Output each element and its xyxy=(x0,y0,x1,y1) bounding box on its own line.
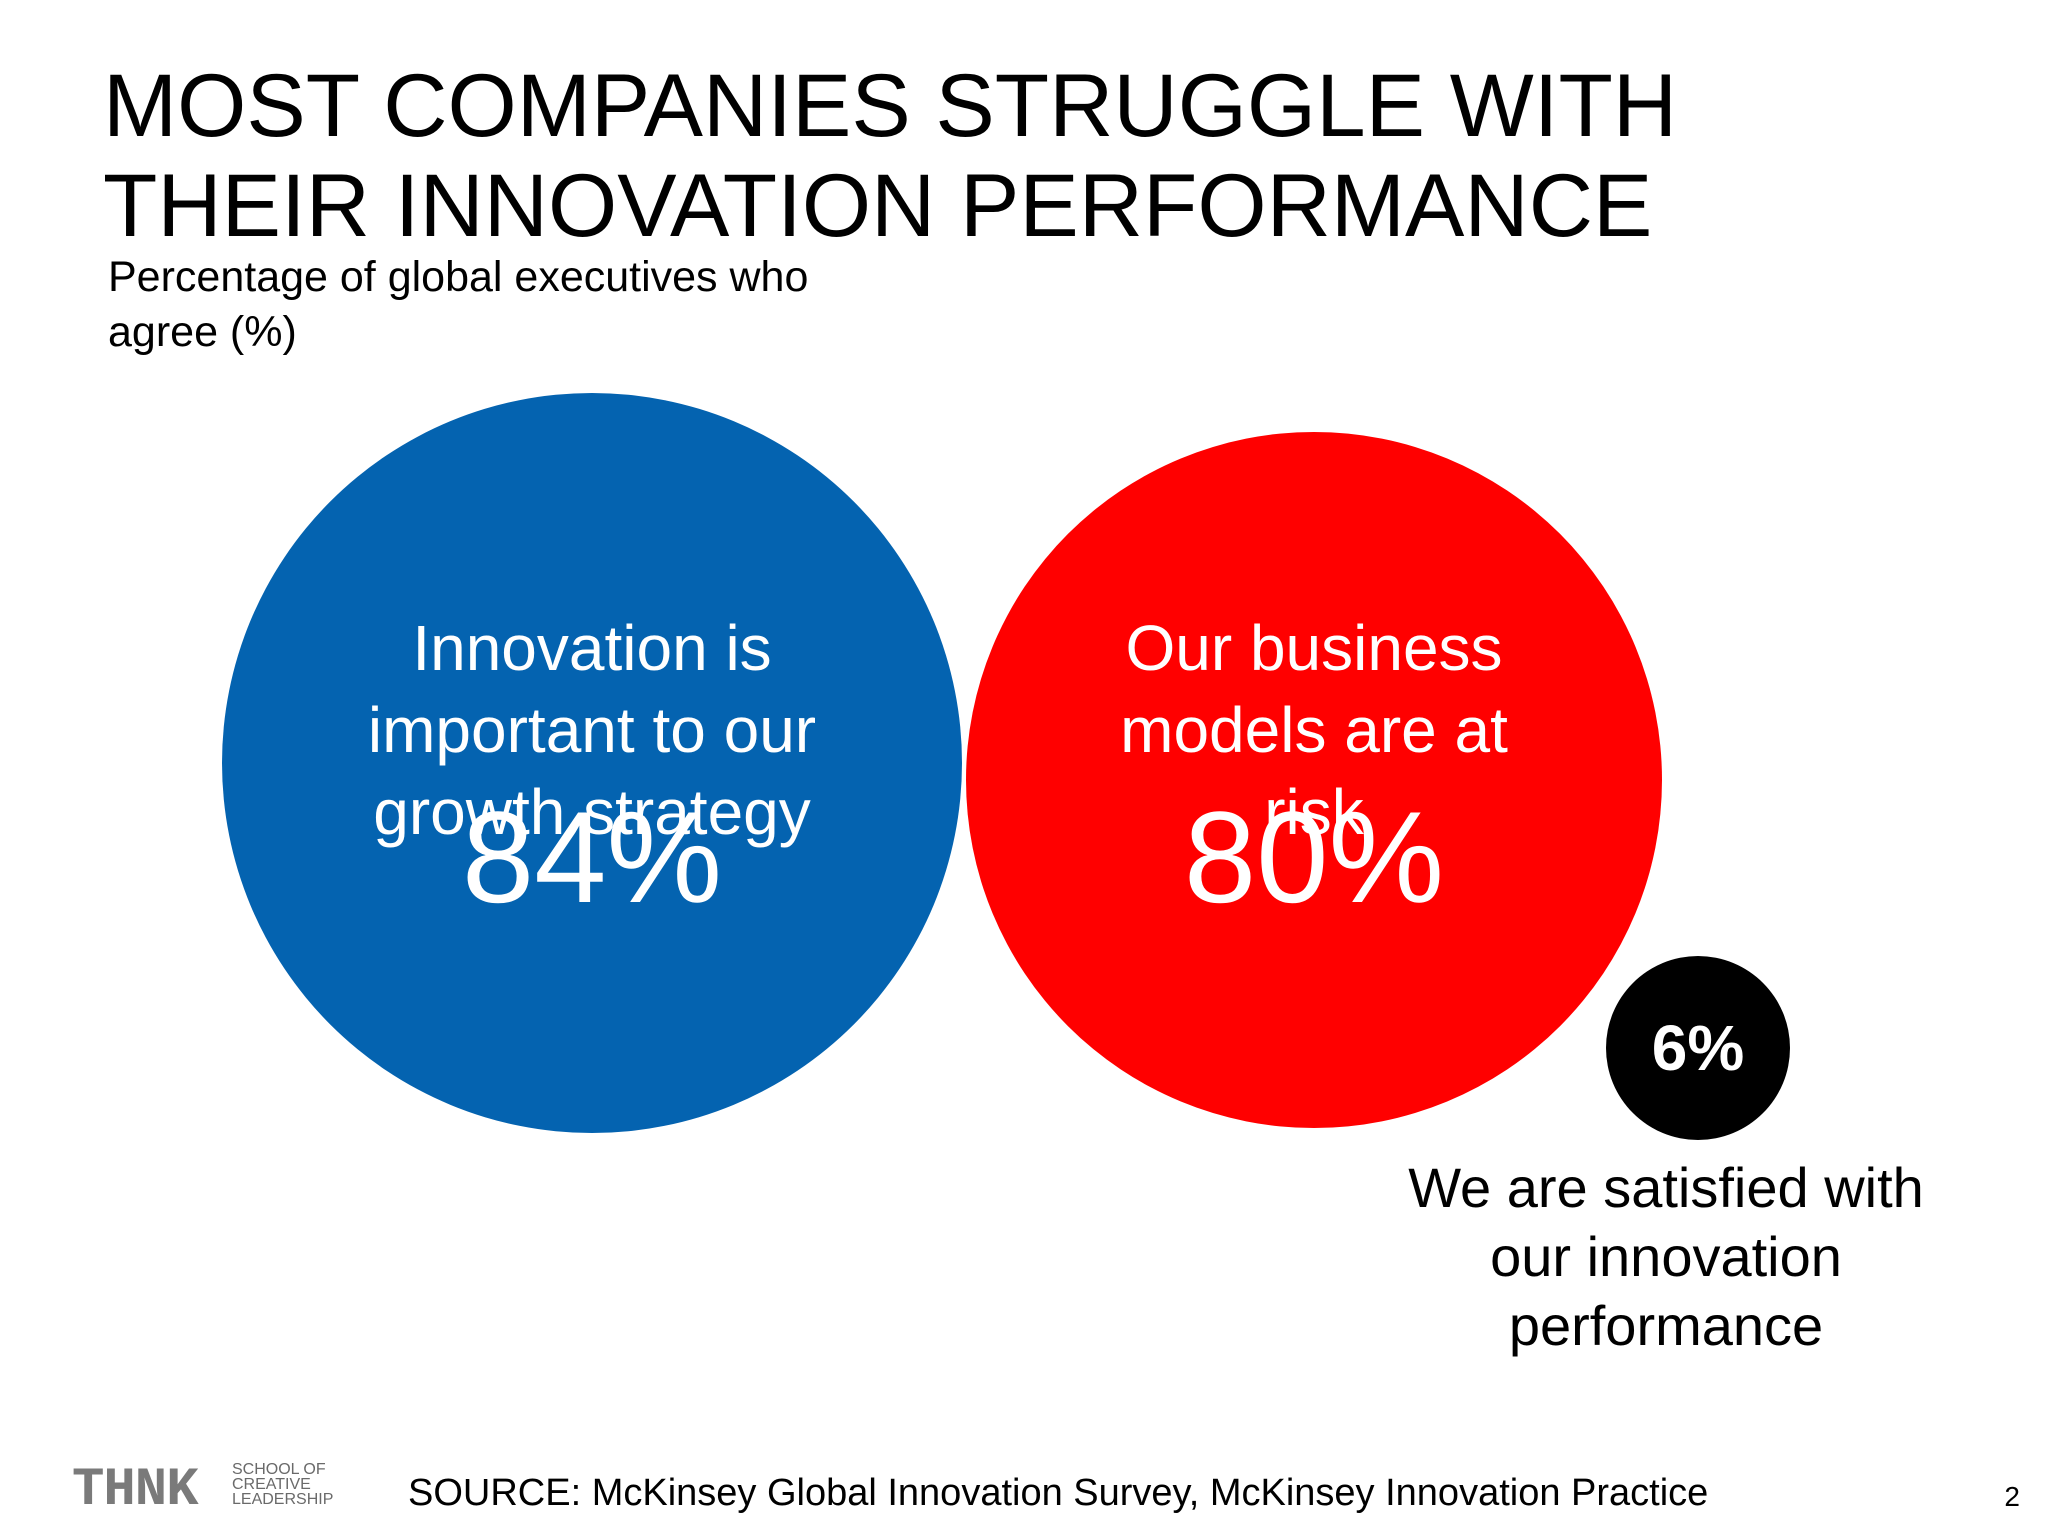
page-number: 2 xyxy=(2004,1481,2020,1512)
bubble-innovation-important-value: 84% xyxy=(461,784,723,930)
chart-subtitle-line-2: agree (%) xyxy=(108,308,297,356)
bubble-business-models-at-risk-value: 80% xyxy=(1183,784,1445,930)
slide-title-line-1: MOST COMPANIES STRUGGLE WITH xyxy=(103,55,1678,155)
bubble-business-models-at-risk-label-line-1: Our business xyxy=(1125,612,1503,684)
bubble-business-models-at-risk-label-line-2: models are at xyxy=(1120,694,1508,766)
thnk-logo-wordmark: THNK xyxy=(72,1460,199,1514)
bubble-innovation-important xyxy=(222,393,962,1133)
thnk-logo-tagline-line-3: LEADERSHIP xyxy=(232,1491,334,1508)
bubble-innovation-important-label-line-2: important to our xyxy=(367,694,817,766)
chart-subtitle: Percentage of global executives who agre… xyxy=(108,250,908,360)
bubble-innovation-important-label: Innovation is important to our growth st… xyxy=(292,607,892,853)
bubble-business-models-at-risk xyxy=(966,432,1662,1128)
thnk-logo-tagline: SCHOOL OF CREATIVE LEADERSHIP xyxy=(232,1461,334,1508)
bubble-satisfied-with-innovation-value: 6% xyxy=(1651,1012,1745,1084)
bubble-satisfied-with-innovation-label-line-2: our innovation xyxy=(1490,1225,1842,1288)
slide-title: MOST COMPANIES STRUGGLE WITH THEIR INNOV… xyxy=(103,55,1903,255)
bubble-innovation-important-label-line-1: Innovation is xyxy=(412,612,772,684)
bubble-satisfied-with-innovation xyxy=(1606,956,1790,1140)
source-note: SOURCE: McKinsey Global Innovation Surve… xyxy=(408,1472,1709,1514)
thnk-logo: THNK xyxy=(72,1460,200,1514)
bubble-innovation-important-label-line-3: growth strategy xyxy=(373,776,811,848)
bubble-satisfied-with-innovation-label-line-3: performance xyxy=(1508,1294,1824,1357)
slide-title-line-2: THEIR INNOVATION PERFORMANCE xyxy=(103,155,1653,255)
thnk-logo-tagline-line-2: CREATIVE xyxy=(232,1476,311,1493)
bubble-business-models-at-risk-label-line-3: risk xyxy=(1264,776,1364,848)
thnk-logo-tagline-line-1: SCHOOL OF xyxy=(232,1461,326,1478)
bubble-business-models-at-risk-label: Our business models are at risk xyxy=(1014,607,1614,853)
chart-subtitle-line-1: Percentage of global executives who xyxy=(108,253,809,301)
bubble-satisfied-with-innovation-label-line-1: We are satisfied with xyxy=(1408,1156,1924,1219)
bubble-satisfied-with-innovation-label: We are satisfied with our innovation per… xyxy=(1366,1153,1966,1360)
